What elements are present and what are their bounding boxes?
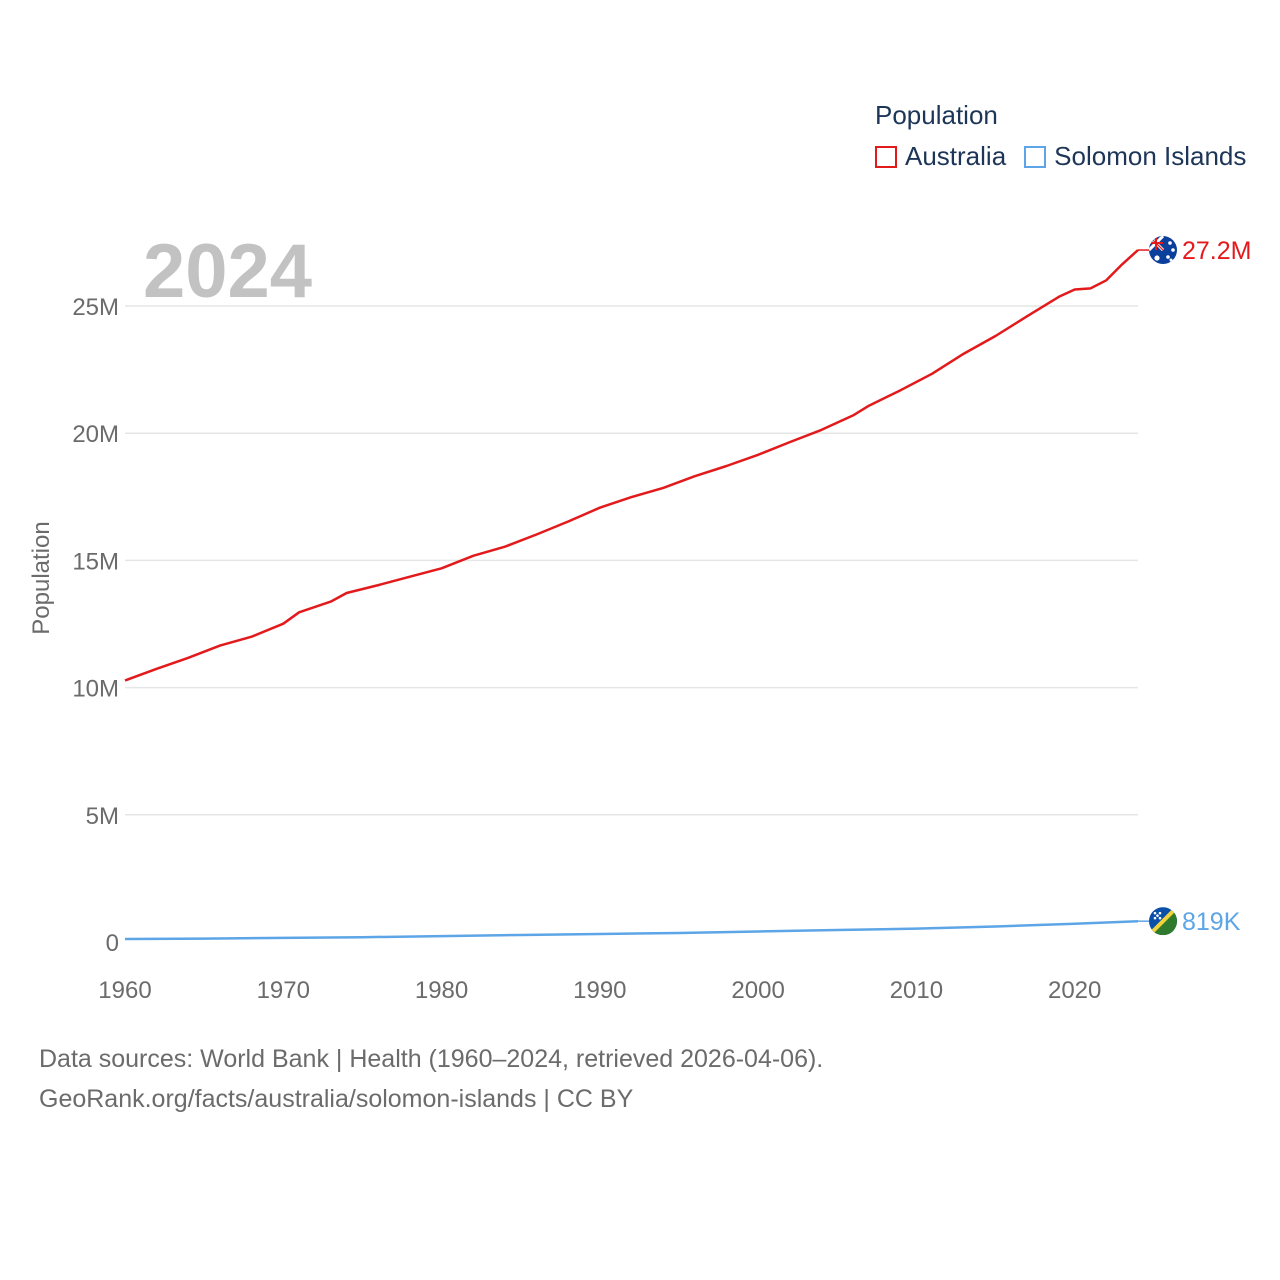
x-tick-label: 1990 bbox=[573, 977, 626, 1004]
end-value-label-australia: 27.2M bbox=[1182, 237, 1251, 265]
legend: Australia Solomon Islands bbox=[875, 141, 1264, 172]
legend-item-solomon-islands[interactable]: Solomon Islands bbox=[1024, 141, 1246, 172]
y-tick-label: 25M bbox=[72, 294, 119, 321]
end-value-label-solomon-islands: 819K bbox=[1182, 908, 1241, 936]
y-tick-label: 15M bbox=[72, 548, 119, 575]
legend-label-solomon-islands: Solomon Islands bbox=[1054, 141, 1247, 171]
series-line-solomon-islands[interactable] bbox=[124, 919, 1139, 941]
footer-sources: Data sources: World Bank | Health (1960–… bbox=[39, 1045, 824, 1073]
x-tick-label: 1960 bbox=[98, 977, 151, 1004]
legend-item-australia[interactable]: Australia bbox=[875, 141, 1006, 172]
australia-flag-icon bbox=[1149, 236, 1177, 265]
x-tick-label: 1980 bbox=[415, 977, 468, 1004]
x-tick-label: 2000 bbox=[731, 977, 784, 1004]
legend-swatch-solomon-islands bbox=[1024, 145, 1047, 168]
series-line-australia[interactable] bbox=[124, 249, 1139, 682]
legend-title: Population bbox=[875, 100, 998, 130]
legend-swatch-australia bbox=[875, 145, 897, 168]
legend-label-australia: Australia bbox=[905, 141, 1007, 171]
x-tick-label: 1970 bbox=[257, 977, 310, 1004]
y-tick-label: 0 bbox=[106, 930, 119, 957]
y-tick-label: 20M bbox=[72, 421, 119, 448]
y-tick-label: 5M bbox=[86, 803, 119, 830]
current-year-label: 2024 bbox=[143, 229, 313, 314]
x-tick-label: 2010 bbox=[890, 977, 943, 1004]
footer-attribution[interactable]: GeoRank.org/facts/australia/solomon-isla… bbox=[39, 1085, 634, 1113]
x-tick-label: 2020 bbox=[1048, 977, 1101, 1004]
solomon-islands-flag-icon bbox=[1149, 907, 1177, 936]
y-tick-label: 10M bbox=[72, 676, 119, 703]
